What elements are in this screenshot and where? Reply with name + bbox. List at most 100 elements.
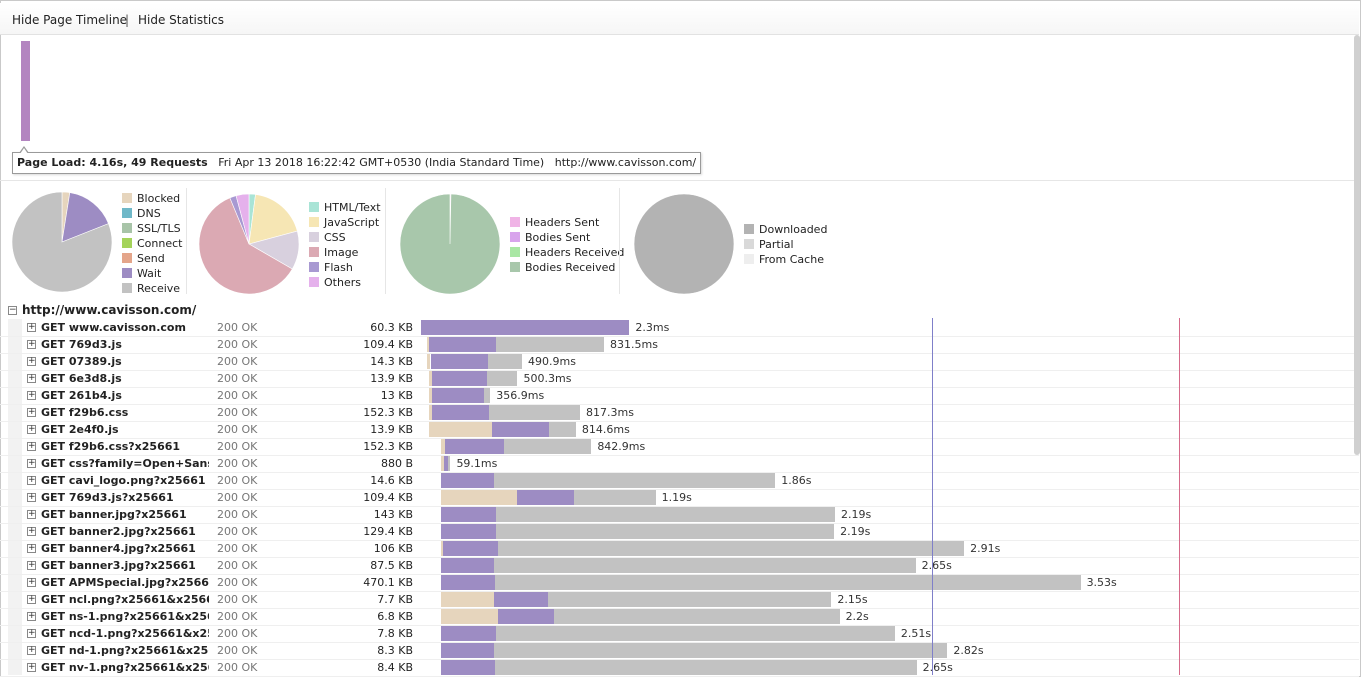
tree-root-url[interactable]: http://www.cavisson.com/ [22, 303, 197, 317]
waterfall-bar-wait[interactable] [430, 354, 489, 369]
expand-icon[interactable]: + [27, 645, 36, 655]
request-row[interactable]: + GET ns-1.png?x25661&x25661 200 OK 6.8 KB 2… [0, 608, 1359, 626]
waterfall-bar-receive[interactable] [494, 643, 948, 658]
waterfall-bar-blocked[interactable] [440, 541, 444, 556]
expand-icon[interactable]: + [27, 356, 36, 366]
waterfall-bar-wait[interactable] [421, 320, 630, 335]
expand-icon[interactable]: + [27, 628, 36, 638]
request-row[interactable]: + GET banner.jpg?x25661 200 OK 143 KB 2.19s [0, 506, 1359, 524]
expand-icon[interactable]: + [27, 458, 36, 468]
waterfall-bar-wait[interactable] [444, 456, 448, 471]
expand-icon[interactable]: + [27, 611, 36, 621]
waterfall-bar-receive[interactable] [489, 405, 580, 420]
waterfall-bar-receive[interactable] [574, 490, 656, 505]
waterfall-bar-wait[interactable] [440, 524, 497, 539]
expand-icon[interactable]: + [27, 543, 36, 553]
waterfall-bar-blocked[interactable] [440, 592, 495, 607]
waterfall-bar-receive[interactable] [498, 541, 965, 556]
request-row[interactable]: + GET 07389.js 200 OK 14.3 KB 490.9ms [0, 353, 1359, 371]
pie-slice-bodies_received[interactable] [399, 193, 501, 295]
page-timeline-bar[interactable] [21, 41, 30, 141]
expand-icon[interactable]: + [27, 322, 36, 332]
waterfall-bar-wait[interactable] [517, 490, 575, 505]
waterfall-bar-blocked[interactable] [429, 371, 433, 386]
waterfall-bar-wait[interactable] [444, 439, 505, 454]
scrollbar-thumb[interactable] [1354, 35, 1360, 455]
pie-slice-receive[interactable] [11, 191, 113, 293]
waterfall-bar-receive[interactable] [548, 422, 576, 437]
request-row[interactable]: + GET banner3.jpg?x25661 200 OK 87.5 KB 2.65… [0, 557, 1359, 575]
waterfall-bar-receive[interactable] [495, 660, 917, 675]
expand-icon[interactable]: + [27, 339, 36, 349]
waterfall-bar-receive[interactable] [488, 354, 522, 369]
request-row[interactable]: + GET 769d3.js?x25661 200 OK 109.4 KB 1.19s [0, 489, 1359, 507]
waterfall-bar-receive[interactable] [496, 507, 836, 522]
request-row[interactable]: + GET ncd-1.png?x25661&x25661 200 OK 7.8 KB… [0, 625, 1359, 643]
expand-icon[interactable]: + [27, 475, 36, 485]
waterfall-bar-blocked[interactable] [429, 388, 433, 403]
expand-icon[interactable]: + [27, 509, 36, 519]
waterfall-bar-receive[interactable] [486, 371, 518, 386]
waterfall-bar-wait[interactable] [440, 473, 495, 488]
request-row[interactable]: + GET 261b4.js 200 OK 13 KB 356.9ms [0, 387, 1359, 405]
waterfall-bar-blocked[interactable] [440, 439, 445, 454]
waterfall-bar-blocked[interactable] [426, 354, 431, 369]
expand-icon[interactable]: + [27, 594, 36, 604]
request-row[interactable]: + GET f29b6.css?x25661 200 OK 152.3 KB 842.9… [0, 438, 1359, 456]
waterfall-bar-wait[interactable] [443, 541, 499, 556]
expand-icon[interactable]: + [27, 407, 36, 417]
waterfall-bar-wait[interactable] [429, 337, 497, 352]
waterfall-bar-receive[interactable] [494, 473, 776, 488]
pie-slice-javascript[interactable] [248, 194, 298, 245]
waterfall-bar-blocked[interactable] [429, 405, 433, 420]
waterfall-bar-receive[interactable] [504, 439, 592, 454]
hide-page-timeline-link[interactable]: Hide Page Timeline [12, 13, 128, 27]
request-row[interactable]: + GET ncl.png?x25661&x25661 200 OK 7.7 KB 2.… [0, 591, 1359, 609]
request-row[interactable]: + GET nd-1.png?x25661&x25661 200 OK 8.3 KB 2… [0, 642, 1359, 660]
waterfall-bar-blocked[interactable] [426, 337, 430, 352]
request-row[interactable]: + GET nv-1.png?x25661&x25661 200 OK 8.4 KB 2… [0, 659, 1359, 677]
expand-icon[interactable]: + [27, 560, 36, 570]
waterfall-bar-receive[interactable] [483, 388, 491, 403]
waterfall-bar-blocked[interactable] [429, 422, 492, 437]
request-row[interactable]: + GET banner2.jpg?x25661 200 OK 129.4 KB 2.1… [0, 523, 1359, 541]
waterfall-bar-receive[interactable] [496, 626, 895, 641]
request-row[interactable]: + GET APMSpecial.jpg?x25661 200 OK 470.1 KB… [0, 574, 1359, 592]
pie-slice-wait[interactable] [61, 192, 109, 243]
waterfall-bar-receive[interactable] [447, 456, 451, 471]
expand-icon[interactable]: + [27, 373, 36, 383]
collapse-icon[interactable]: − [8, 305, 17, 315]
pie-slice-downloaded[interactable] [633, 193, 735, 295]
waterfall-bar-receive[interactable] [496, 524, 835, 539]
pie-slice-others[interactable] [235, 193, 250, 245]
waterfall-bar-wait[interactable] [491, 422, 549, 437]
expand-icon[interactable]: + [27, 526, 36, 536]
waterfall-bar-receive[interactable] [495, 575, 1081, 590]
waterfall-bar-wait[interactable] [440, 507, 497, 522]
waterfall-bar-receive[interactable] [554, 609, 840, 624]
waterfall-bar-wait[interactable] [498, 609, 555, 624]
waterfall-bar-wait[interactable] [440, 626, 497, 641]
request-row[interactable]: + GET css?family=Open+Sans:300 200 OK 880 B… [0, 455, 1359, 473]
request-row[interactable]: + GET banner4.jpg?x25661 200 OK 106 KB 2.91s [0, 540, 1359, 558]
waterfall-bar-wait[interactable] [432, 405, 490, 420]
request-row[interactable]: + GET 6e3d8.js 200 OK 13.9 KB 500.3ms [0, 370, 1359, 388]
waterfall-bar-blocked[interactable] [440, 456, 445, 471]
request-row[interactable]: + GET 769d3.js 200 OK 109.4 KB 831.5ms [0, 336, 1359, 354]
request-row[interactable]: + GET f29b6.css 200 OK 152.3 KB 817.3ms [0, 404, 1359, 422]
request-row[interactable]: + GET 2e4f0.js 200 OK 13.9 KB 814.6ms [0, 421, 1359, 439]
waterfall-bar-wait[interactable] [440, 558, 495, 573]
expand-icon[interactable]: + [27, 662, 36, 672]
waterfall-bar-blocked[interactable] [440, 490, 518, 505]
waterfall-bar-wait[interactable] [440, 660, 496, 675]
waterfall-bar-blocked[interactable] [440, 609, 498, 624]
request-row[interactable]: + GET www.cavisson.com 200 OK 60.3 KB 2.3ms [0, 319, 1359, 337]
waterfall-bar-wait[interactable] [432, 371, 487, 386]
request-row[interactable]: + GET cavi_logo.png?x25661 200 OK 14.6 KB 1.… [0, 472, 1359, 490]
waterfall-bar-receive[interactable] [547, 592, 832, 607]
expand-icon[interactable]: + [27, 424, 36, 434]
expand-icon[interactable]: + [27, 390, 36, 400]
pie-slice-image[interactable] [198, 197, 293, 295]
waterfall-bar-wait[interactable] [432, 388, 484, 403]
expand-icon[interactable]: + [27, 441, 36, 451]
